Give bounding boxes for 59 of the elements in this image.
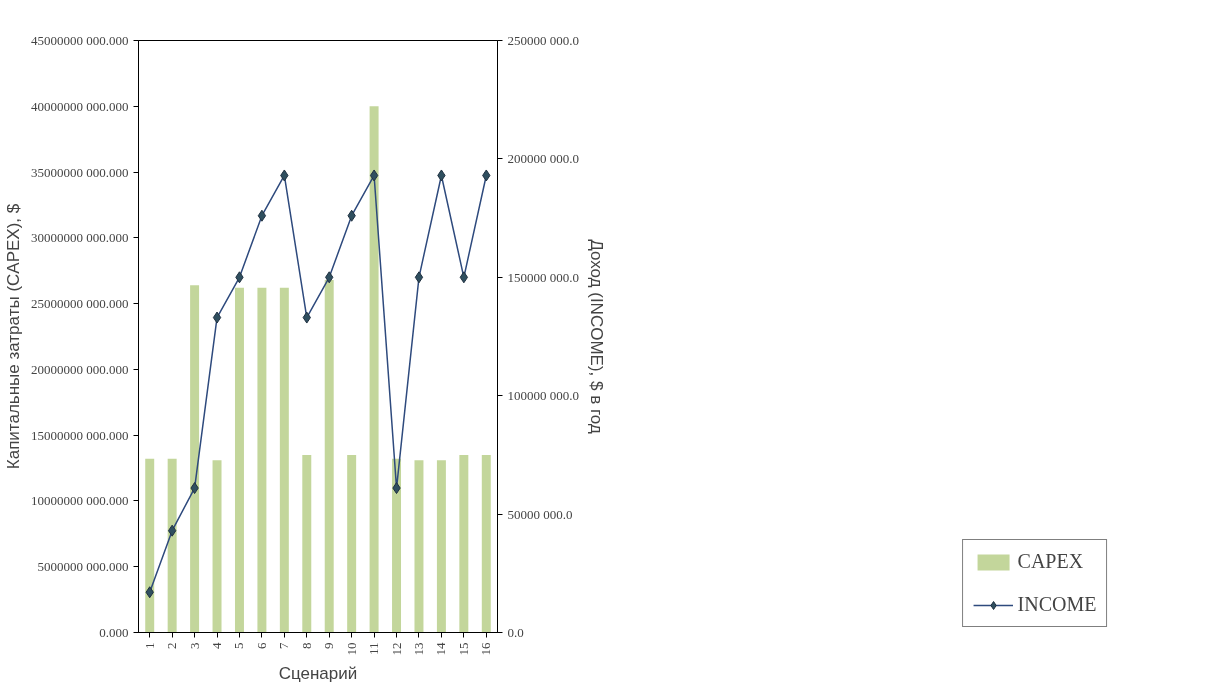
x-tick-label: 5 xyxy=(231,642,247,649)
y2-tick-label: 250000 000.0 xyxy=(507,33,579,48)
bar xyxy=(324,279,334,633)
x-tick-label: 15 xyxy=(455,642,471,656)
legend-label: INCOME xyxy=(1017,593,1097,616)
y-axis-title: Капитальные затраты (CAPEX), $ xyxy=(4,203,23,470)
legend-label: CAPEX xyxy=(1017,550,1084,573)
x-tick-label: 14 xyxy=(433,642,449,656)
y2-tick-label: 100000 000.0 xyxy=(507,388,579,404)
y2-tick-label: 200000 000.0 xyxy=(507,151,579,167)
point xyxy=(212,311,222,324)
point xyxy=(257,209,267,222)
y-tick-label: 25000000 000.000 xyxy=(31,296,129,312)
y-tick-label: 20000000 000.000 xyxy=(31,361,129,377)
bar xyxy=(167,458,177,633)
x-tick-label: 12 xyxy=(388,642,404,656)
y-tick-label: 15000000 000.000 xyxy=(31,427,129,443)
y2-tick-label: 150000 000.0 xyxy=(507,269,579,285)
bar xyxy=(392,458,402,633)
point xyxy=(414,271,424,284)
y2-tick-label: 0.0 xyxy=(507,625,524,640)
x-tick-label: 9 xyxy=(321,642,337,649)
bar xyxy=(459,454,469,633)
y-tick-label: 35000000 000.000 xyxy=(31,164,129,180)
bar xyxy=(257,287,267,633)
bar xyxy=(234,287,244,633)
x-tick-label: 10 xyxy=(343,642,359,656)
y-tick-label: 45000000 000.000 xyxy=(31,33,129,48)
x-tick-label: 7 xyxy=(276,642,292,649)
x-axis-title: Сценарий xyxy=(278,663,358,683)
x-tick-label: 2 xyxy=(164,642,180,649)
bar xyxy=(302,454,312,633)
point xyxy=(369,169,379,182)
x-tick-label: 3 xyxy=(186,642,202,649)
y2-tick-label: 50000 000.0 xyxy=(507,506,573,522)
bar xyxy=(347,454,357,633)
x-tick-label: 8 xyxy=(298,642,314,649)
point xyxy=(459,271,469,284)
point xyxy=(167,524,177,537)
bar xyxy=(436,460,446,633)
bar xyxy=(212,460,222,633)
x-tick-label: 16 xyxy=(478,642,494,656)
y-tick-label: 5000000 000.000 xyxy=(37,559,129,575)
bar xyxy=(481,454,491,633)
y-tick-label: 30000000 000.000 xyxy=(31,230,129,246)
y-tick-label: 40000000 000.000 xyxy=(31,98,129,114)
x-tick-label: 4 xyxy=(209,642,225,649)
bar xyxy=(190,285,200,633)
bar xyxy=(414,460,424,633)
bar xyxy=(369,106,379,633)
y-tick-label: 10000000 000.000 xyxy=(31,493,129,509)
x-tick-label: 11 xyxy=(366,642,382,656)
x-tick-label: 6 xyxy=(253,642,269,649)
y-tick-label: 0.000 xyxy=(99,625,129,640)
x-tick-label: 13 xyxy=(410,642,426,656)
y2-axis-title: Доход (INCOME), $ в год xyxy=(587,239,606,434)
x-tick-label: 1 xyxy=(141,642,157,649)
bar xyxy=(279,287,289,633)
bar xyxy=(145,458,155,633)
